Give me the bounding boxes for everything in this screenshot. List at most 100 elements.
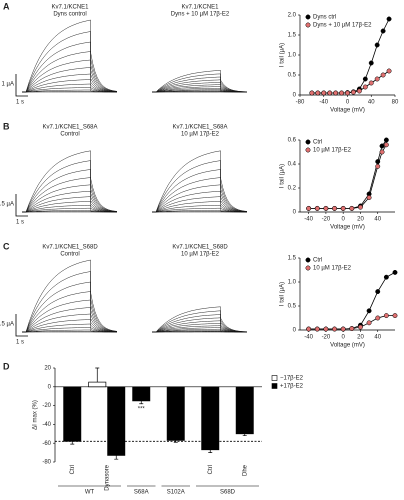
current-trace bbox=[152, 169, 248, 213]
data-point bbox=[339, 90, 345, 96]
data-point bbox=[323, 326, 329, 332]
data-point bbox=[350, 89, 356, 95]
current-trace bbox=[22, 291, 118, 333]
data-point bbox=[321, 90, 327, 96]
y-tick-label: 1.5 bbox=[288, 256, 297, 262]
y-tick-label: -80 bbox=[42, 460, 51, 466]
legend-marker bbox=[305, 147, 311, 153]
data-point bbox=[366, 308, 372, 314]
bar bbox=[235, 386, 254, 435]
data-point bbox=[340, 205, 346, 211]
legend-label: +17β-E2 bbox=[280, 384, 304, 390]
x-tick-label: 20 bbox=[357, 217, 364, 223]
data-point bbox=[345, 90, 350, 96]
x-axis-label: Voltage (mV) bbox=[330, 108, 365, 114]
current-trace bbox=[22, 160, 118, 213]
y-tick-label: 1.0 bbox=[288, 53, 297, 59]
data-point bbox=[366, 195, 372, 201]
current-trace bbox=[152, 184, 248, 213]
panel-letter: C bbox=[3, 241, 10, 251]
current-trace bbox=[22, 67, 118, 93]
y-tick-label: -40 bbox=[42, 422, 51, 428]
x-tick-label: -40 bbox=[304, 335, 313, 341]
x-tick-label: 40 bbox=[374, 335, 381, 341]
current-trace bbox=[22, 184, 118, 213]
current-trace bbox=[152, 160, 248, 213]
data-point bbox=[362, 76, 368, 82]
data-point bbox=[380, 72, 386, 78]
data-point bbox=[356, 88, 362, 94]
y-tick-label: 0 bbox=[293, 328, 297, 334]
x-tick-label: 40 bbox=[368, 100, 375, 106]
current-trace bbox=[152, 177, 248, 213]
data-point bbox=[323, 205, 329, 211]
data-point bbox=[383, 142, 389, 148]
data-point bbox=[379, 143, 385, 149]
trace-title: Kv7.1/KCNE1_S68D bbox=[42, 245, 98, 251]
bar bbox=[166, 386, 185, 441]
error-bar bbox=[114, 455, 119, 460]
x-tick-label: 0 bbox=[342, 335, 346, 341]
group-label: WT bbox=[85, 490, 95, 496]
error-bar bbox=[70, 441, 75, 445]
y-tick-label: 0.5 bbox=[288, 73, 297, 79]
y-tick-label: 0.6 bbox=[288, 138, 297, 144]
trace-title: Kv7.1/KCNE1_S68A bbox=[42, 125, 97, 131]
current-trace bbox=[22, 150, 118, 213]
trace-title: Kv7.1/KCNE1_S68A bbox=[172, 125, 227, 131]
x-axis-label: Voltage (mV) bbox=[330, 343, 365, 349]
scale-label-x: 1 s bbox=[16, 100, 24, 106]
data-point bbox=[392, 269, 398, 275]
scale-label-y: 0.5 µA bbox=[0, 322, 14, 328]
bar bbox=[107, 386, 126, 456]
error-bar bbox=[173, 440, 178, 443]
current-trace bbox=[152, 70, 248, 93]
legend-marker bbox=[305, 22, 311, 28]
trace-title: Dyns control bbox=[53, 12, 86, 18]
current-trace bbox=[152, 310, 248, 333]
current-trace bbox=[22, 281, 118, 333]
y-axis-label: I tail (µA) bbox=[280, 282, 286, 306]
data-point bbox=[314, 326, 320, 332]
current-trace bbox=[22, 177, 118, 213]
legend-marker bbox=[305, 265, 311, 271]
data-point bbox=[332, 326, 337, 332]
current-trace bbox=[22, 51, 118, 93]
group-label: S102A bbox=[167, 490, 185, 496]
data-point bbox=[340, 326, 346, 332]
data-point bbox=[386, 68, 392, 74]
x-tick-label: 0 bbox=[342, 217, 346, 223]
y-tick-label: 0 bbox=[293, 93, 297, 99]
current-trace bbox=[22, 59, 118, 93]
x-tick-label: Dynasore bbox=[104, 464, 110, 490]
y-tick-label: -60 bbox=[42, 441, 51, 447]
panel-letter: B bbox=[3, 121, 10, 131]
trace-title: Dyns + 10 µM 17β-E2 bbox=[171, 12, 230, 18]
trace-title: 10 µM 17β-E2 bbox=[181, 132, 220, 138]
current-trace bbox=[152, 190, 248, 213]
current-trace bbox=[22, 196, 117, 213]
current-trace bbox=[152, 196, 247, 213]
current-trace bbox=[152, 314, 247, 333]
legend-label: 10 µM 17β-E2 bbox=[313, 266, 352, 272]
x-axis-label: Voltage (mV) bbox=[330, 225, 365, 231]
data-point bbox=[366, 320, 372, 326]
bar bbox=[201, 386, 220, 451]
bar bbox=[132, 386, 151, 402]
data-point bbox=[392, 313, 398, 319]
current-trace bbox=[22, 327, 118, 333]
trace-title: Kv7.1/KCNE1 bbox=[181, 5, 219, 11]
data-point bbox=[327, 90, 333, 96]
panel-letter: D bbox=[3, 361, 10, 371]
current-trace bbox=[22, 83, 117, 93]
group-label: S68A bbox=[134, 490, 149, 496]
current-trace bbox=[22, 299, 118, 333]
scale-label-y: 1 µA bbox=[2, 82, 14, 88]
data-point bbox=[375, 163, 381, 169]
y-tick-label: 2.0 bbox=[288, 13, 297, 19]
trace-title: Kv7.1/KCNE1_S68D bbox=[172, 245, 228, 251]
panel-letter: A bbox=[3, 1, 10, 11]
legend-marker bbox=[305, 257, 311, 263]
data-point bbox=[374, 76, 380, 82]
y-axis-label: I tail (µA) bbox=[280, 164, 286, 188]
